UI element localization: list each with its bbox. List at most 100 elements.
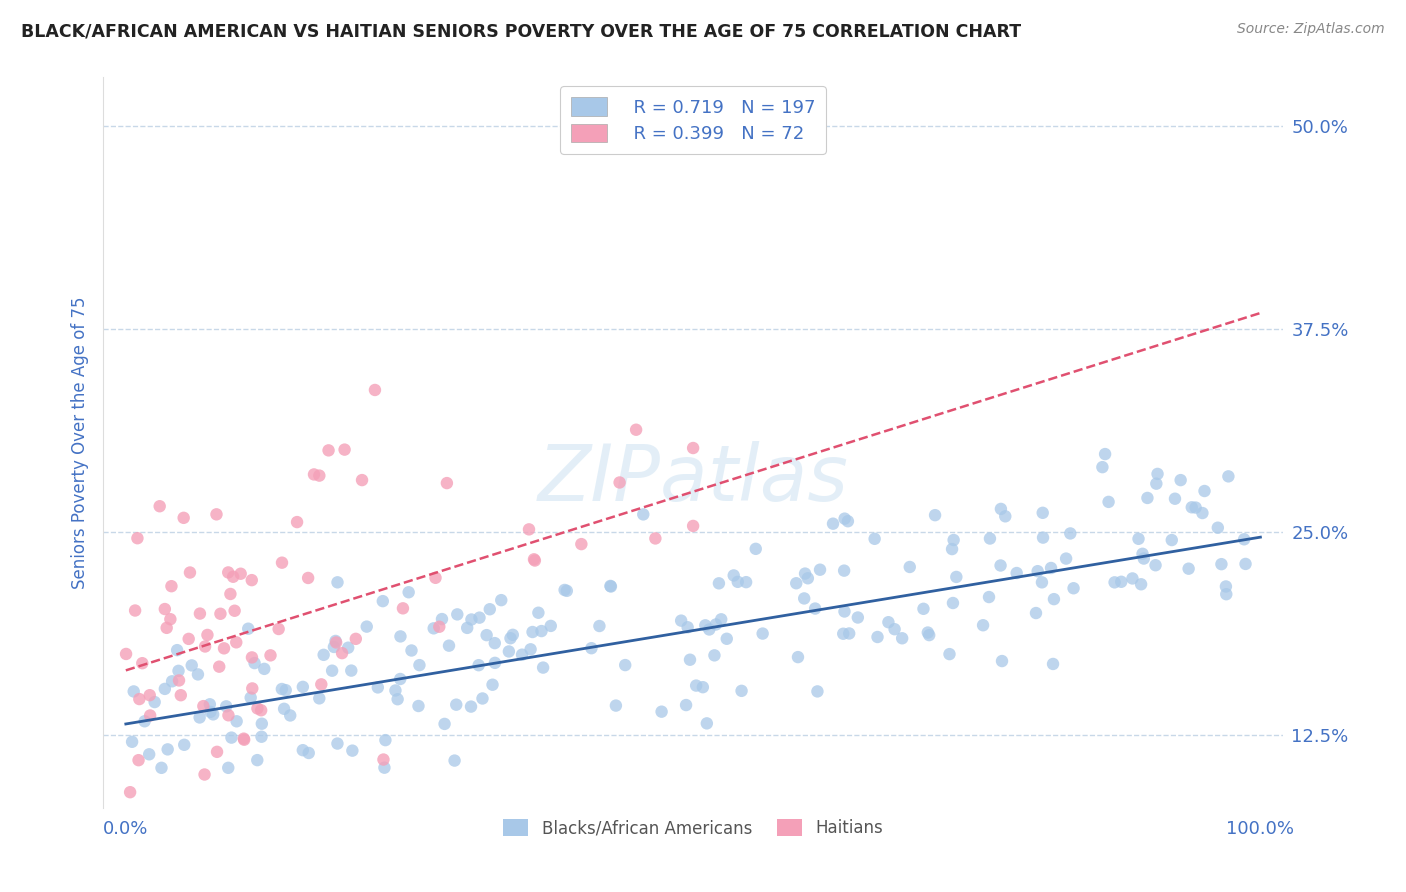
Point bbox=[475, 628, 498, 642]
Point bbox=[491, 593, 513, 607]
Point bbox=[1025, 606, 1047, 620]
Point bbox=[387, 692, 409, 706]
Point bbox=[866, 630, 889, 644]
Point bbox=[194, 640, 217, 654]
Point bbox=[225, 714, 247, 729]
Point bbox=[581, 641, 603, 656]
Point bbox=[703, 648, 725, 663]
Point bbox=[1059, 526, 1081, 541]
Point bbox=[200, 705, 222, 719]
Point bbox=[994, 509, 1017, 524]
Point bbox=[219, 587, 242, 601]
Point bbox=[121, 735, 143, 749]
Point bbox=[167, 673, 190, 688]
Point bbox=[942, 596, 965, 610]
Point bbox=[600, 580, 623, 594]
Point bbox=[160, 674, 183, 689]
Point bbox=[160, 579, 183, 593]
Point bbox=[669, 614, 692, 628]
Point bbox=[588, 619, 610, 633]
Point bbox=[723, 568, 745, 582]
Point bbox=[271, 556, 294, 570]
Point bbox=[1206, 521, 1229, 535]
Point bbox=[519, 642, 541, 657]
Point bbox=[1091, 460, 1114, 475]
Point bbox=[224, 604, 246, 618]
Point bbox=[1184, 500, 1206, 515]
Point bbox=[250, 716, 273, 731]
Point bbox=[325, 635, 347, 649]
Point bbox=[240, 681, 263, 696]
Point bbox=[259, 648, 281, 663]
Point bbox=[1132, 547, 1154, 561]
Point bbox=[991, 654, 1014, 668]
Point bbox=[682, 441, 704, 455]
Point bbox=[138, 747, 160, 762]
Point bbox=[716, 632, 738, 646]
Point bbox=[291, 743, 314, 757]
Point bbox=[751, 626, 773, 640]
Point bbox=[502, 628, 524, 642]
Point bbox=[797, 571, 820, 585]
Point bbox=[198, 698, 221, 712]
Point bbox=[217, 708, 239, 723]
Point bbox=[1128, 532, 1150, 546]
Point bbox=[460, 613, 482, 627]
Point bbox=[193, 699, 215, 714]
Point bbox=[793, 591, 815, 606]
Point bbox=[730, 683, 752, 698]
Point bbox=[837, 514, 859, 528]
Point bbox=[863, 532, 886, 546]
Point bbox=[350, 473, 373, 487]
Point bbox=[240, 573, 263, 587]
Point bbox=[270, 681, 292, 696]
Point bbox=[187, 667, 209, 681]
Point bbox=[446, 607, 468, 622]
Point bbox=[337, 640, 360, 655]
Point bbox=[291, 680, 314, 694]
Point bbox=[785, 576, 807, 591]
Point bbox=[217, 566, 239, 580]
Point bbox=[1146, 467, 1168, 481]
Point bbox=[481, 678, 503, 692]
Point bbox=[1097, 495, 1119, 509]
Point bbox=[1215, 579, 1237, 593]
Point bbox=[180, 658, 202, 673]
Point bbox=[229, 566, 252, 581]
Point bbox=[883, 622, 905, 636]
Point bbox=[398, 585, 420, 599]
Point bbox=[1215, 587, 1237, 601]
Point bbox=[149, 500, 172, 514]
Point bbox=[898, 560, 921, 574]
Point bbox=[208, 659, 231, 673]
Point bbox=[1164, 491, 1187, 506]
Point bbox=[240, 650, 263, 665]
Point bbox=[609, 475, 631, 490]
Point bbox=[942, 533, 965, 547]
Point bbox=[941, 542, 963, 557]
Text: ZIPatlas: ZIPatlas bbox=[537, 442, 849, 517]
Point bbox=[443, 754, 465, 768]
Point bbox=[697, 623, 720, 637]
Point bbox=[471, 691, 494, 706]
Point bbox=[832, 564, 855, 578]
Point bbox=[243, 656, 266, 670]
Point bbox=[1109, 574, 1132, 589]
Point bbox=[177, 632, 200, 646]
Point bbox=[188, 607, 211, 621]
Point bbox=[1160, 533, 1182, 547]
Point bbox=[1054, 551, 1077, 566]
Point bbox=[599, 579, 621, 593]
Point bbox=[134, 714, 156, 729]
Point bbox=[425, 571, 447, 585]
Point bbox=[356, 619, 378, 633]
Point bbox=[1144, 476, 1167, 491]
Point bbox=[202, 707, 225, 722]
Point bbox=[115, 647, 138, 661]
Point bbox=[156, 621, 179, 635]
Point bbox=[312, 648, 335, 662]
Point bbox=[246, 701, 269, 715]
Point bbox=[153, 602, 176, 616]
Point bbox=[938, 647, 960, 661]
Point bbox=[745, 541, 768, 556]
